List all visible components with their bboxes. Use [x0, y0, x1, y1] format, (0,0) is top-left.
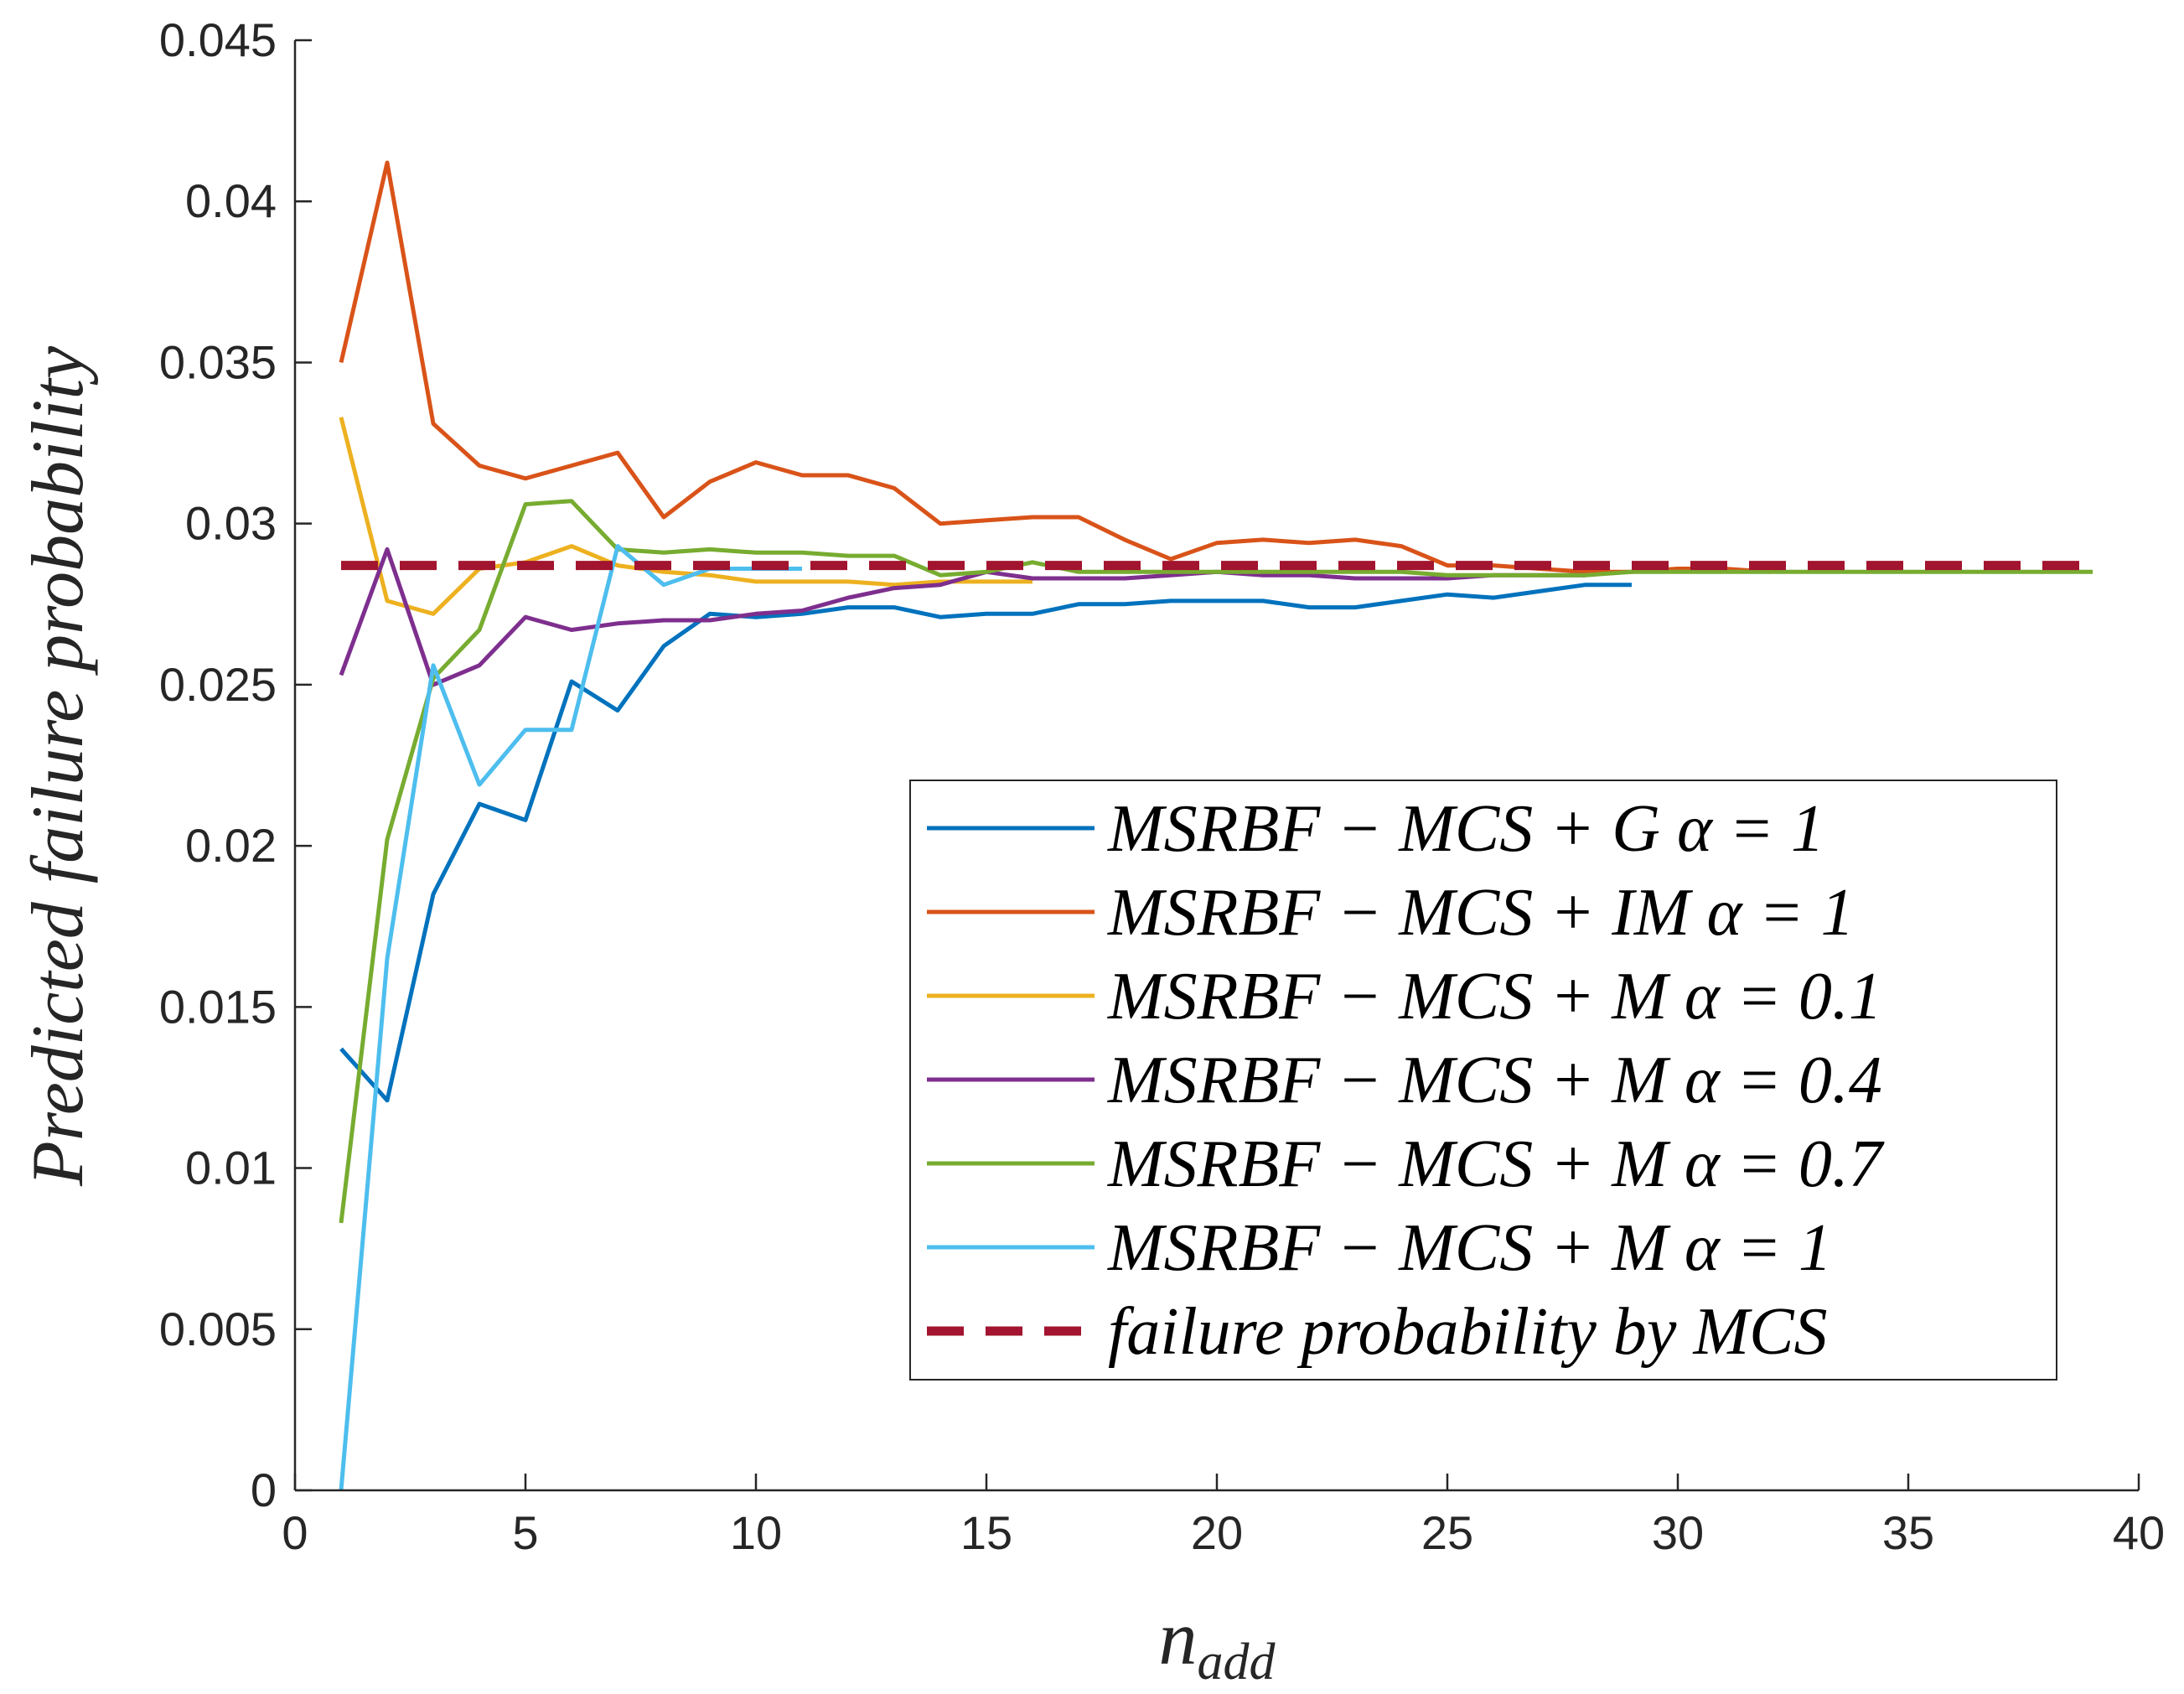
y-tick-label: 0.04	[185, 174, 277, 227]
x-axis-title-main: n	[1159, 1595, 1198, 1681]
y-tick-label: 0.035	[159, 335, 277, 388]
series-line-5	[339, 499, 2093, 1224]
legend-label: MSRBF − MCS + IM α = 1	[1107, 876, 1854, 950]
legend-entry-6: MSRBF − MCS + M α = 1	[927, 1211, 1832, 1285]
legend-label: MSRBF − MCS + G α = 1	[1107, 792, 1824, 866]
legend-label-alpha: α = 1	[1677, 792, 1824, 866]
legend-entry-1: MSRBF − MCS + G α = 1	[927, 792, 1824, 866]
y-axis-title: Predicted failure probability	[18, 345, 99, 1187]
x-tick-label: 5	[512, 1506, 538, 1559]
y-tick-label: 0	[251, 1463, 277, 1516]
x-tick-label: 30	[1652, 1506, 1704, 1559]
x-tick-label: 15	[960, 1506, 1012, 1559]
x-tick-label: 25	[1421, 1506, 1473, 1559]
y-tick-label: 0.01	[185, 1142, 277, 1194]
legend-label: failure probability by MCS	[1108, 1295, 1827, 1369]
y-ticks: 0 0.005 0.01 0.015 0.02 0.025 0.03 0.035 0.04 0.0…	[159, 13, 312, 1516]
y-tick-label: 0.045	[159, 13, 277, 66]
x-tick-label: 35	[1882, 1506, 1934, 1559]
x-tick-label: 40	[2113, 1506, 2165, 1559]
legend-label-main: MSRBF − MCS + M	[1107, 1211, 1685, 1285]
legend-label-main: failure probability by MCS	[1108, 1295, 1827, 1369]
legend-label-main: MSRBF − MCS + G	[1107, 792, 1677, 866]
legend-entry-2: MSRBF − MCS + IM α = 1	[927, 876, 1854, 950]
legend-box	[909, 780, 2057, 1381]
x-ticks: 0 5 10 15 20 25 30 35 40	[282, 1474, 2165, 1559]
legend-entry-3: MSRBF − MCS + M α = 0.1	[927, 960, 1882, 1033]
x-tick-label: 0	[282, 1506, 308, 1559]
legend-label-alpha: α = 0.7	[1685, 1127, 1885, 1201]
legend-label-alpha: α = 1	[1707, 876, 1855, 950]
x-tick-label: 10	[730, 1506, 782, 1559]
legend-label-alpha: α = 0.4	[1685, 1044, 1882, 1117]
legend-label-main: MSRBF − MCS + IM	[1107, 876, 1707, 950]
legend-label: MSRBF − MCS + M α = 0.7	[1107, 1127, 1885, 1201]
legend-label: MSRBF − MCS + M α = 0.4	[1107, 1044, 1882, 1117]
series-line-1	[339, 583, 1632, 1103]
legend-entry-5: MSRBF − MCS + M α = 0.7	[927, 1127, 1885, 1201]
y-tick-label: 0.03	[185, 497, 277, 550]
y-tick-label: 0.005	[159, 1303, 277, 1355]
y-tick-label: 0.015	[159, 980, 277, 1033]
legend-label-main: MSRBF − MCS + M	[1107, 1127, 1685, 1201]
series-layer	[339, 160, 2093, 1491]
legend-label-main: MSRBF − MCS + M	[1107, 1044, 1685, 1117]
legend-label-alpha: α = 1	[1685, 1211, 1832, 1285]
y-tick-label: 0.025	[159, 658, 277, 711]
legend-entry-4: MSRBF − MCS + M α = 0.4	[927, 1044, 1882, 1117]
x-tick-label: 20	[1191, 1506, 1243, 1559]
x-axis-title: nadd	[1159, 1595, 1276, 1691]
legend-label-main: MSRBF − MCS + M	[1107, 960, 1685, 1033]
legend-label: MSRBF − MCS + M α = 0.1	[1107, 960, 1882, 1033]
x-axis-title-subscript: add	[1198, 1634, 1276, 1691]
legend-label: MSRBF − MCS + M α = 1	[1107, 1211, 1832, 1285]
legend-label-alpha: α = 0.1	[1685, 960, 1882, 1033]
legend-entry-7: failure probability by MCS	[927, 1295, 1827, 1369]
series-line-3	[339, 417, 1032, 616]
y-tick-label: 0.02	[185, 819, 277, 872]
series-line-4	[339, 547, 1586, 687]
